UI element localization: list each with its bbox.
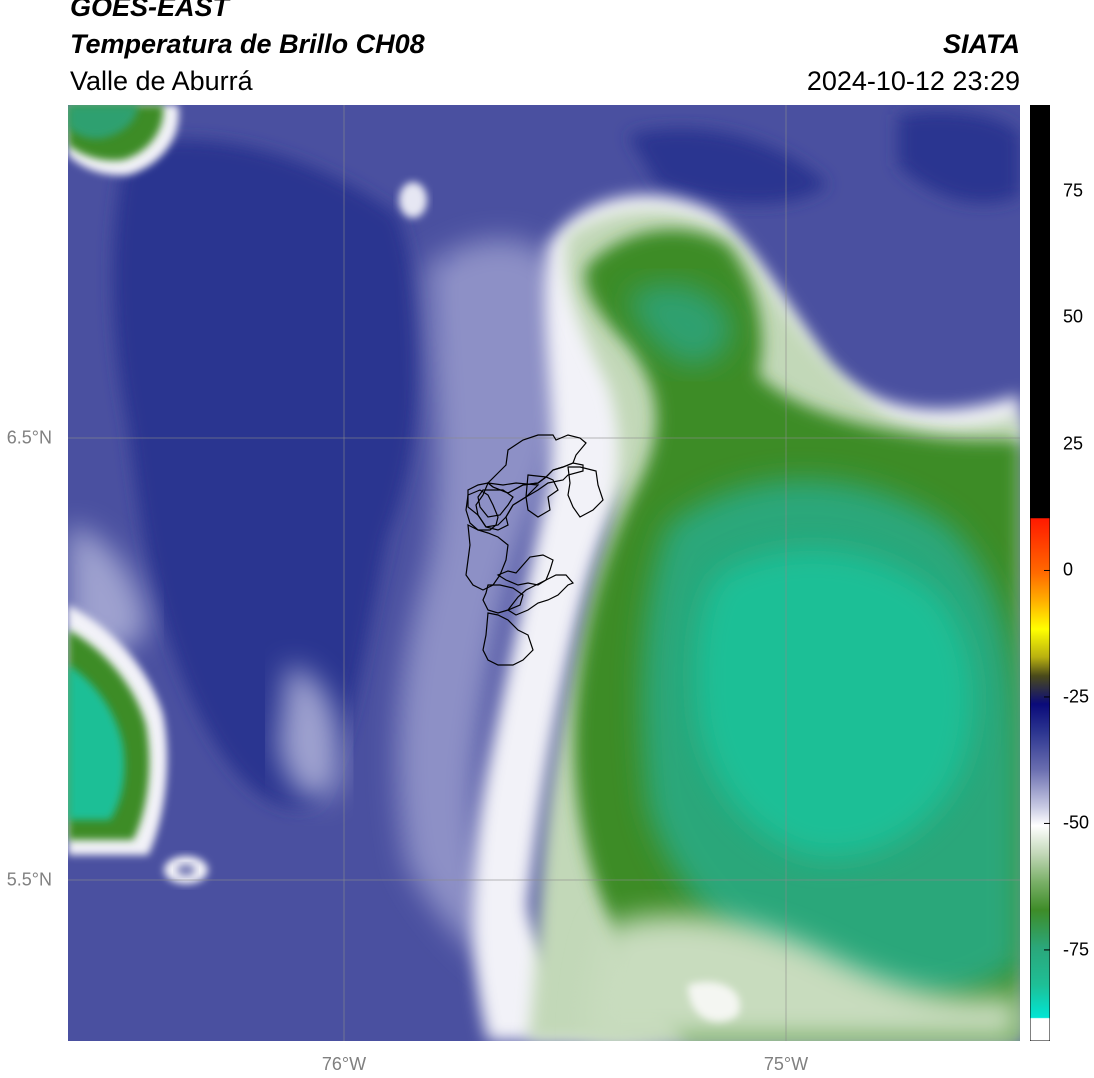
- valle-de-aburra-boundaries: [465, 434, 604, 666]
- colorbar-tick-label: -50: [1063, 812, 1090, 833]
- colorbar-tick-label: 25: [1063, 433, 1084, 454]
- latitude-label: 5.5°N: [6, 869, 52, 890]
- map-gridlines: [68, 105, 1020, 1041]
- organization-label: SIATA: [943, 29, 1020, 59]
- colorbar-tick-label: 50: [1063, 306, 1084, 327]
- colorbar-tick-label: 0: [1063, 559, 1074, 580]
- colorbar-tick-label: 75: [1063, 180, 1084, 201]
- temperature-colorbar: [1030, 105, 1050, 1041]
- satellite-field: [68, 105, 1020, 1041]
- longitude-label: 76°W: [321, 1054, 367, 1074]
- satellite-title: GOES-EAST: [70, 0, 230, 22]
- longitude-label: 75°W: [763, 1054, 809, 1074]
- colorbar-tick-label: -25: [1063, 686, 1090, 707]
- brightness-temperature-map[interactable]: [68, 105, 1020, 1041]
- region-subtitle: Valle de Aburrá: [70, 66, 253, 96]
- latitude-label: 6.5°N: [6, 427, 52, 448]
- product-title: Temperatura de Brillo CH08: [70, 29, 425, 59]
- colorbar-tick-label: -75: [1063, 939, 1090, 960]
- timestamp-label: 2024-10-12 23:29: [806, 66, 1020, 96]
